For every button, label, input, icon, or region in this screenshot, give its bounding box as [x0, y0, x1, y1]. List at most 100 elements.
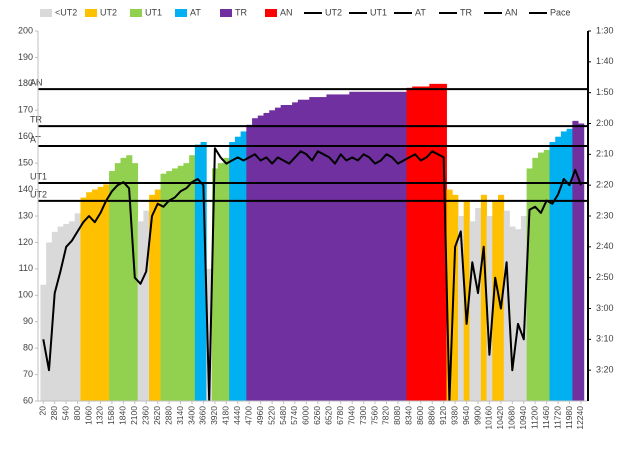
hr-bar [423, 86, 430, 401]
hr-bar [406, 87, 413, 401]
hr-bar [486, 216, 493, 401]
y-tick-label: 140 [18, 184, 33, 194]
x-tick-label: 20 [38, 406, 48, 416]
hr-bar [160, 173, 167, 401]
threshold-label: TR [30, 115, 42, 125]
x-tick-label: 11460 [541, 406, 551, 429]
x-tick-label: 11720 [552, 406, 562, 429]
hr-bar [389, 91, 396, 401]
hr-bar [309, 97, 316, 401]
hr-bar [97, 186, 104, 401]
hr-bar [286, 105, 293, 401]
hr-bar [194, 144, 201, 401]
legend-label: UT2 [325, 7, 342, 17]
hr-bar [200, 142, 207, 401]
y-tick-label: 200 [18, 25, 33, 35]
x-tick-label: 1060 [83, 406, 93, 425]
y2-tick-label: 1:40 [596, 56, 614, 66]
threshold-label: UT2 [30, 189, 47, 199]
legend-swatch [40, 9, 52, 17]
hr-bar [257, 115, 264, 401]
y2-tick-label: 2:40 [596, 241, 614, 251]
hr-bar [412, 86, 419, 401]
hr-bar [343, 94, 350, 401]
hr-bar [103, 184, 110, 401]
hr-bar [480, 194, 487, 401]
hr-bar [154, 189, 161, 401]
legend-label: TR [235, 7, 247, 17]
hr-bar [532, 157, 539, 401]
y2-tick-label: 2:30 [596, 210, 614, 220]
y-tick-label: 80 [23, 343, 33, 353]
legend-label: UT2 [100, 7, 117, 17]
hr-bar [366, 91, 373, 401]
x-tick-label: 11980 [564, 406, 574, 429]
hr-bar [446, 189, 453, 401]
x-tick-label: 7820 [381, 406, 391, 425]
hr-bar [240, 131, 247, 401]
hr-bar [183, 163, 190, 401]
hr-bar [91, 189, 99, 401]
hr-bar [217, 163, 224, 401]
hr-bar [189, 155, 196, 401]
hr-bar [435, 83, 442, 401]
hr-bar [440, 83, 447, 401]
hr-bar [572, 120, 579, 401]
legend-label: Pace [550, 7, 571, 17]
legend-label: AT [190, 7, 201, 17]
y2-tick-label: 3:10 [596, 334, 614, 344]
hr-bar [452, 194, 459, 401]
hr-bar [566, 128, 573, 401]
x-tick-label: 5740 [289, 406, 299, 425]
x-tick-label: 3920 [209, 406, 219, 425]
legend-swatch [130, 9, 142, 17]
x-tick-label: 5220 [266, 406, 276, 425]
x-tick-label: 4960 [255, 406, 265, 425]
threshold-label: UT1 [30, 171, 47, 181]
hr-bar [109, 171, 116, 401]
hr-bar [74, 213, 81, 401]
x-tick-label: 2620 [152, 406, 162, 425]
hr-bar [377, 91, 385, 401]
x-tick-label: 9120 [438, 406, 448, 425]
hr-bar [114, 163, 121, 401]
hr-bar [303, 99, 310, 401]
x-tick-label: 10940 [518, 406, 528, 430]
hr-bar [332, 94, 339, 401]
x-tick-label: 4180 [221, 406, 231, 425]
y-tick-label: 190 [18, 52, 33, 62]
y-tick-label: 110 [19, 263, 33, 273]
hr-bar [269, 110, 276, 401]
y-tick-label: 100 [18, 290, 33, 300]
pace-line [42, 147, 582, 401]
x-tick-label: 3400 [186, 406, 196, 425]
x-tick-label: 4440 [232, 406, 242, 425]
y-tick-label: 160 [18, 131, 33, 141]
hr-bar [212, 168, 219, 401]
hr-bar [171, 168, 179, 401]
hr-bar [503, 210, 510, 401]
legend-swatch [220, 9, 232, 17]
x-tick-label: 9900 [472, 406, 482, 425]
hr-bar [229, 142, 236, 401]
x-tick-label: 7560 [369, 406, 379, 425]
x-tick-label: 6000 [301, 406, 311, 425]
x-tick-label: 7300 [358, 406, 368, 425]
threshold-label: AN [30, 78, 43, 88]
hr-bar [292, 102, 299, 401]
hr-bar [252, 118, 259, 401]
y-tick-label: 60 [23, 395, 33, 405]
hr-bar [538, 152, 545, 401]
legend-label: TR [460, 7, 472, 17]
x-tick-label: 5480 [278, 406, 288, 425]
hr-bar [349, 91, 356, 401]
x-tick-label: 4700 [243, 406, 253, 425]
x-tick-label: 9640 [461, 406, 471, 425]
legend-swatch [175, 9, 187, 17]
hr-bar [149, 194, 156, 401]
x-tick-label: 10160 [484, 406, 494, 430]
hr-bar [143, 210, 150, 401]
hr-bar [543, 149, 550, 401]
y2-tick-label: 2:20 [596, 180, 614, 190]
hr-bar [120, 157, 127, 401]
